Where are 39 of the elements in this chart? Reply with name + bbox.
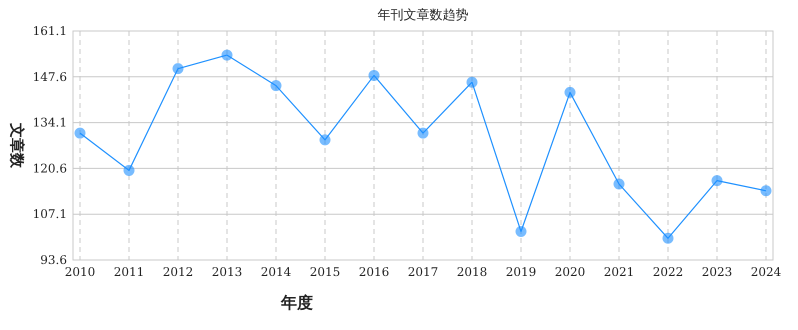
x-tick-label: 2014 (260, 265, 292, 279)
x-axis-title: 年度 (280, 293, 313, 312)
y-tick-label: 161.1 (32, 24, 67, 38)
point (760, 185, 772, 196)
point (124, 164, 134, 176)
point (662, 232, 674, 244)
point (516, 226, 526, 237)
x-tick-label: 2023 (702, 265, 732, 279)
point (418, 128, 428, 139)
x-tick-label: 2011 (114, 265, 144, 279)
point (564, 86, 576, 98)
x-tick-label: 2015 (310, 265, 340, 279)
x-tick-label: 2017 (408, 265, 438, 279)
point (74, 128, 86, 139)
x-tick-label: 2022 (652, 265, 684, 279)
point (270, 80, 282, 92)
x-tick-label: 2010 (64, 265, 96, 279)
y-tick-label: 107.1 (32, 207, 67, 222)
y-axis-title: 文章数 (8, 122, 26, 169)
x-tick-label: 2012 (162, 265, 194, 279)
x-tick-label: 2016 (358, 265, 390, 279)
point (614, 178, 624, 190)
point (466, 76, 478, 88)
point (222, 50, 232, 61)
point (320, 134, 330, 146)
chart-title: 年刊文章数趋势 (378, 8, 468, 23)
x-tick-label: 2013 (212, 265, 242, 279)
x-tick-label: 2024 (750, 265, 782, 279)
point (712, 175, 722, 186)
point (368, 70, 380, 81)
x-tick-label: 2021 (604, 265, 634, 279)
y-tick-label: 147.6 (32, 70, 67, 84)
y-tick-label: 120.6 (32, 161, 67, 176)
x-tick-label: 2018 (456, 265, 488, 279)
x-tick-label: 2020 (554, 265, 586, 279)
x-tick-label: 2019 (506, 265, 536, 279)
y-tick-label: 93.6 (40, 253, 67, 267)
y-tick-label: 134.1 (32, 116, 67, 130)
point (172, 63, 184, 74)
